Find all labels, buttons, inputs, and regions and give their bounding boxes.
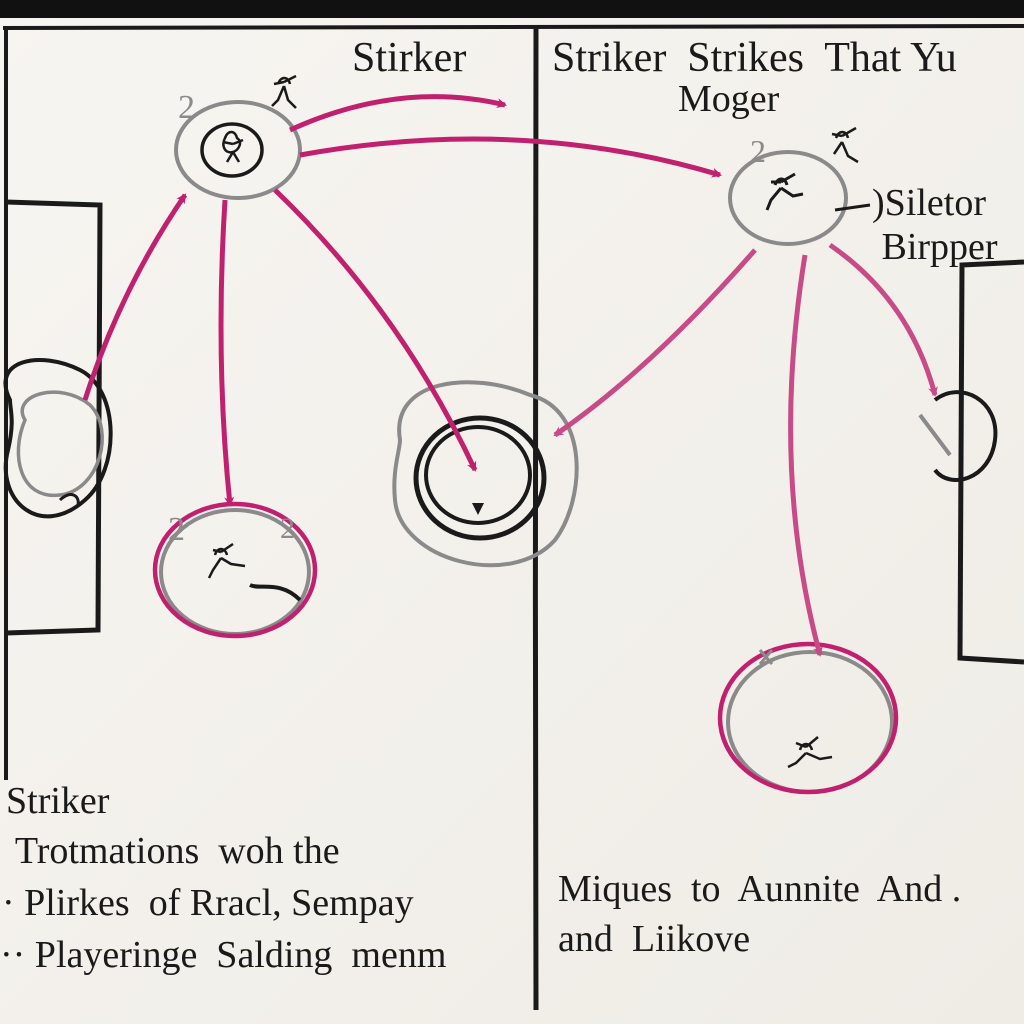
- player-icon: [767, 174, 803, 210]
- arrow-rt-to-center: [555, 250, 755, 435]
- left-bot-hook: [250, 585, 300, 600]
- notes-left-3: ·· Playeringe Salding menm: [0, 934, 446, 978]
- right-top-pointer: [835, 205, 870, 210]
- marker-num: 2: [168, 511, 185, 548]
- right-goal-slash: [920, 415, 950, 455]
- field-top-line: [3, 26, 1024, 28]
- center-line: [535, 28, 536, 1010]
- marker-num: 2: [178, 89, 195, 126]
- arrow-lt-to-rt: [300, 139, 720, 175]
- right-top-circle-grey: [730, 152, 846, 244]
- title-right-line2: Moger: [678, 78, 779, 122]
- notes-right-0: Miques to Aunnite And .: [558, 868, 961, 912]
- title-right-line1: Striker Strikes That Yu: [552, 34, 957, 82]
- marker-num: 2: [750, 133, 766, 169]
- arrow-lt-to-lbot: [221, 200, 230, 505]
- arrow-lt-to-header: [290, 97, 505, 130]
- arrow-rt-to-rbot: [791, 255, 820, 655]
- player-icon: [223, 132, 243, 162]
- notes-left-2: · Plirkes of Rracl, Sempay: [2, 882, 414, 926]
- left-goal-scribble-grey: [18, 392, 102, 495]
- player-icon: [788, 737, 832, 767]
- title-left: Stirker: [352, 34, 466, 82]
- label-right-side: )Siletor Birpper: [872, 182, 998, 269]
- marker-num: 2: [280, 512, 295, 545]
- right-penalty-box: [960, 262, 1024, 662]
- player-icon: [832, 128, 858, 162]
- right-goal-hook: [935, 392, 995, 480]
- notes-left-0: Striker: [6, 780, 109, 824]
- center-circle-black: [416, 418, 544, 538]
- right-bot-circle-mag: [720, 644, 896, 792]
- left-penalty-box: [6, 202, 100, 633]
- player-icon: [209, 544, 245, 578]
- notes-left-1: Trotmations woh the: [6, 830, 340, 874]
- board-frame-top: [0, 0, 1024, 18]
- left-goal-tail: [60, 495, 78, 505]
- whiteboard: 2 2 2 2 Stirker Striker Strikes That Yu …: [0, 0, 1024, 1024]
- player-icon: [272, 76, 296, 108]
- notes-right-1: and Liikove: [558, 918, 750, 962]
- center-tiny-arrowhead: [472, 503, 484, 515]
